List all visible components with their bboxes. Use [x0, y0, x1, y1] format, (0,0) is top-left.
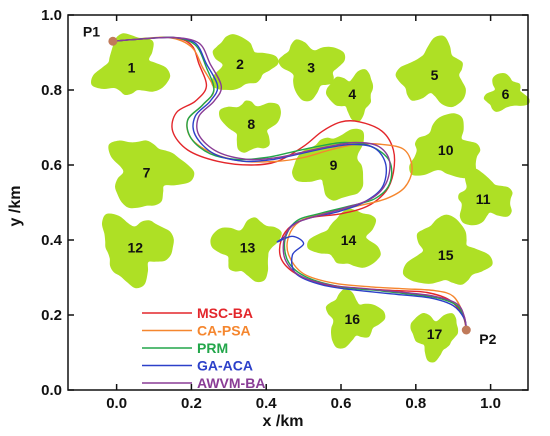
obstacle-label-3: 3	[307, 60, 315, 76]
y-tick-label: 0.2	[41, 307, 62, 324]
obstacle-label-9: 9	[330, 157, 338, 173]
x-tick-label: 0.8	[405, 395, 426, 412]
x-tick-label: 0.0	[106, 395, 127, 412]
obstacle-7	[108, 140, 195, 209]
obstacle-12	[101, 213, 174, 289]
y-tick-label: 0.8	[41, 82, 62, 99]
obstacle-2	[211, 34, 279, 91]
obstacle-14	[307, 208, 381, 268]
obstacle-17	[410, 312, 459, 363]
legend-label-ga-aca: GA-ACA	[197, 358, 253, 374]
y-tick-label: 0.6	[41, 157, 62, 174]
legend-label-ca-psa: CA-PSA	[197, 323, 251, 339]
x-tick-label: 0.4	[256, 395, 278, 412]
obstacle-label-8: 8	[247, 116, 255, 132]
obstacle-label-4: 4	[348, 86, 356, 102]
obstacle-label-16: 16	[344, 311, 360, 327]
obstacle-label-17: 17	[427, 326, 443, 342]
obstacle-label-10: 10	[438, 142, 454, 158]
obstacle-9	[292, 128, 365, 201]
point-p1	[108, 36, 118, 46]
y-tick-label: 0.0	[41, 382, 62, 399]
obstacle-label-7: 7	[143, 165, 151, 181]
path-ga-aca	[112, 36, 467, 331]
legend-label-prm: PRM	[197, 340, 228, 356]
obstacle-11	[458, 168, 513, 226]
legend-label-awvm-ba: AWVM-BA	[197, 375, 265, 391]
obstacle-label-14: 14	[341, 232, 357, 248]
point-label-p2: P2	[479, 331, 496, 347]
obstacle-8	[219, 100, 281, 153]
y-tick-label: 1.0	[41, 7, 62, 24]
obstacle-4	[325, 69, 374, 122]
obstacle-label-5: 5	[431, 67, 439, 83]
y-tick-label: 0.4	[41, 232, 63, 249]
obstacle-label-11: 11	[476, 191, 491, 207]
x-tick-label: 1.0	[480, 395, 501, 412]
obstacle-16	[325, 288, 386, 349]
obstacle-10	[409, 113, 481, 179]
point-label-p1: P1	[83, 23, 100, 39]
obstacle-5	[395, 35, 466, 108]
endpoint-layer: P1 P2	[83, 23, 497, 347]
obstacle-6	[483, 72, 530, 112]
obstacle-label-2: 2	[236, 56, 244, 72]
obstacle-label-13: 13	[240, 240, 256, 256]
plot-frame	[67, 14, 529, 391]
obstacle-label-1: 1	[128, 60, 136, 76]
obstacle-label-12: 12	[128, 240, 144, 256]
obstacle-label-15: 15	[438, 247, 454, 263]
point-p2	[461, 325, 471, 335]
y-axis-title: y /km	[7, 186, 24, 227]
path-awvm-ba	[112, 36, 467, 331]
obstacle-label-6: 6	[502, 86, 510, 102]
obstacle-3	[278, 39, 346, 102]
x-axis-title: x /km	[263, 413, 304, 430]
path-prm	[112, 36, 467, 331]
path-layer	[112, 36, 467, 331]
obstacle-1	[90, 33, 171, 96]
obstacle-15	[402, 214, 493, 285]
obstacle-13	[210, 217, 282, 283]
legend-label-msc-ba: MSC-BA	[197, 305, 253, 321]
x-tick-label: 0.2	[181, 395, 202, 412]
x-tick-label: 0.6	[331, 395, 352, 412]
axes: 0.0 0.2 0.4 0.6 0.8 1.0 0.0 0.2 0.4 0.6 0.8 1.0	[41, 7, 529, 412]
